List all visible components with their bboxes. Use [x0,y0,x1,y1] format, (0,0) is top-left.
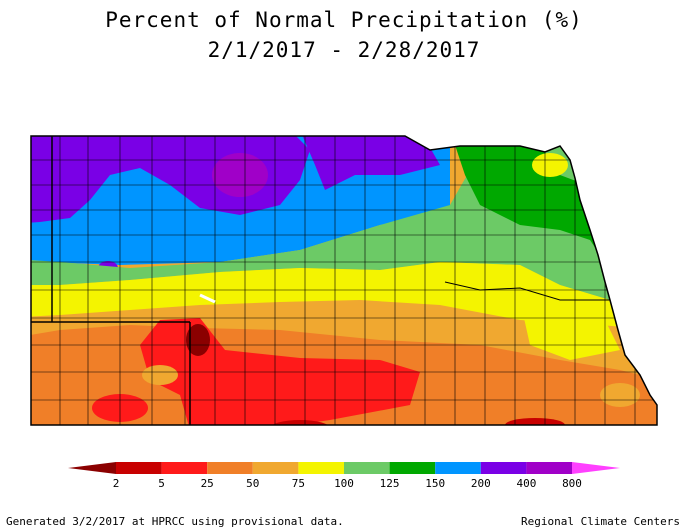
county-boundaries [31,136,657,425]
legend-label: 800 [562,477,582,490]
state-outline [30,135,658,426]
footer-credit: Regional Climate Centers [521,515,680,528]
legend-label: 100 [334,477,354,490]
legend-label: 75 [291,477,306,490]
footer-generated: Generated 3/2/2017 at HPRCC using provis… [6,515,344,528]
legend-box [435,462,481,474]
legend-label: 25 [200,477,214,490]
map-title: Percent of Normal Precipitation (%) [105,8,583,32]
legend-box [207,462,253,474]
legend-tri-right [572,462,620,474]
precipitation-fill [31,136,657,425]
legend-label: 400 [516,477,537,490]
map-date-range: 2/1/2017 - 2/28/2017 [207,38,481,62]
legend-colorbar [68,462,620,474]
legend-box [389,462,436,474]
legend-label: 5 [158,477,165,490]
legend-box [344,462,390,474]
legend-label: 2 [112,477,120,490]
legend-box [526,462,572,474]
legend-box [298,462,344,474]
legend-box [116,462,162,474]
legend-label: 125 [379,477,400,490]
legend-box [252,462,299,474]
legend-label: 50 [246,477,260,490]
legend-label: 200 [470,477,491,490]
lake-mcconaughy [199,293,216,304]
legend-box [161,462,208,474]
legend-box [480,462,527,474]
legend-tri-left [68,462,116,474]
legend-label: 150 [425,477,446,490]
river-platte [444,281,610,301]
